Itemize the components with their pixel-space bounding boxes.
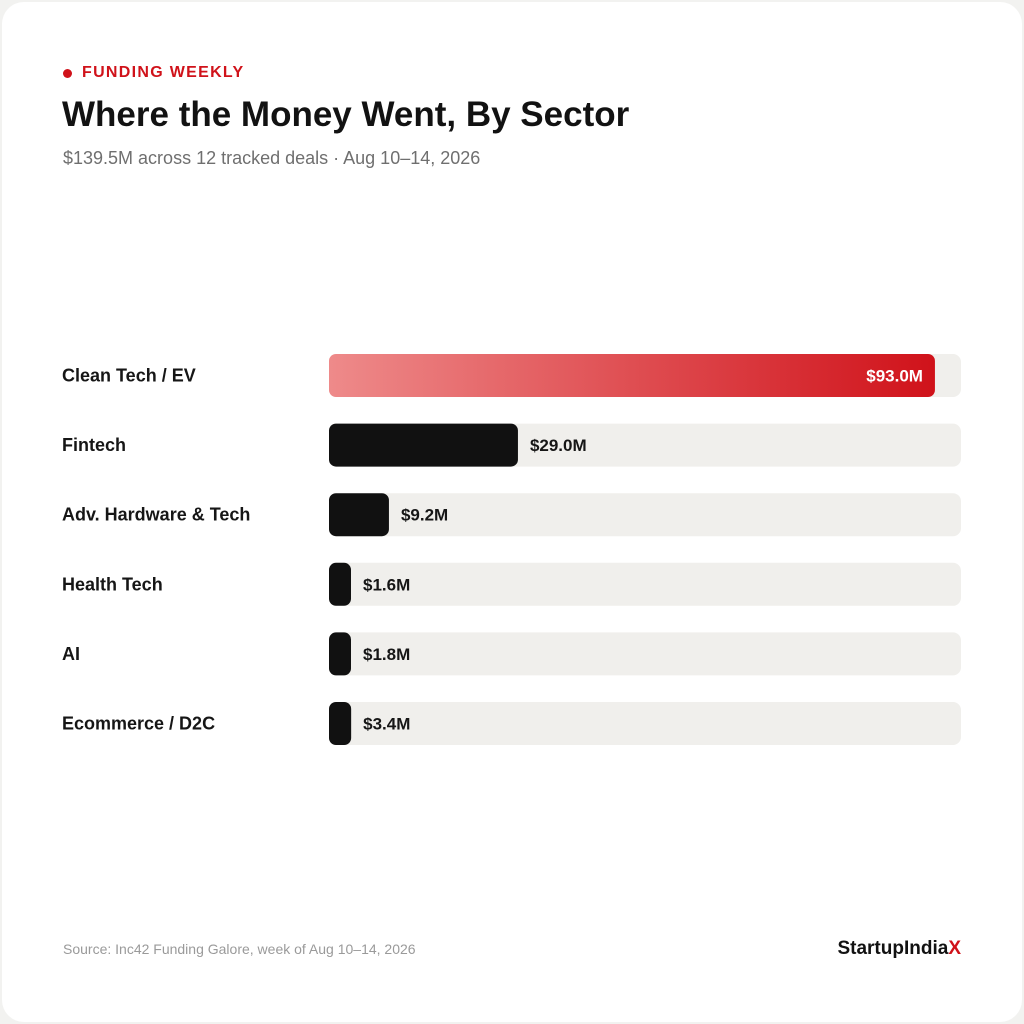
bar-row: Clean Tech / EV $93.0M bbox=[62, 354, 961, 397]
bar-row: Health Tech $1.6M bbox=[62, 562, 961, 606]
brand-name: StartupIndia bbox=[837, 938, 949, 959]
bar-row: Ecommerce / D2C $3.4M bbox=[62, 702, 961, 745]
bar bbox=[329, 632, 351, 676]
bar-row: Fintech $29.0M bbox=[62, 423, 961, 467]
bars-layer: Clean Tech / EV $93.0M Fintech $29.0M Adv. H… bbox=[62, 354, 961, 745]
bar-row: AI $1.8M bbox=[62, 632, 961, 676]
value-label: $1.6M bbox=[363, 575, 410, 594]
bar-track bbox=[329, 493, 961, 537]
category-label: Clean Tech / EV bbox=[62, 366, 196, 386]
value-label: $3.4M bbox=[363, 715, 410, 734]
bar bbox=[329, 423, 518, 467]
category-label: Adv. Hardware & Tech bbox=[62, 505, 250, 525]
chart-title: Where the Money Went, By Sector bbox=[62, 95, 630, 134]
bar-track bbox=[329, 632, 961, 676]
bar-track bbox=[329, 562, 961, 606]
eyebrow: FUNDING WEEKLY bbox=[63, 63, 245, 83]
bar bbox=[329, 493, 389, 537]
bar-row: Adv. Hardware & Tech $9.2M bbox=[62, 493, 961, 537]
value-label: $1.8M bbox=[363, 645, 410, 664]
bar bbox=[329, 702, 352, 745]
chart-subtitle: $139.5M across 12 tracked deals · Aug 10… bbox=[63, 148, 481, 168]
brand-logo: StartupIndiaX bbox=[837, 938, 961, 960]
category-label: Ecommerce / D2C bbox=[62, 714, 215, 734]
category-label: Health Tech bbox=[62, 574, 163, 594]
brand-accent: X bbox=[948, 938, 961, 959]
bar-track bbox=[329, 702, 961, 745]
bar bbox=[329, 354, 935, 397]
bar bbox=[329, 562, 351, 606]
eyebrow-dot-icon bbox=[63, 68, 72, 78]
eyebrow-label: FUNDING WEEKLY bbox=[82, 64, 245, 81]
value-label: $93.0M bbox=[866, 367, 923, 386]
value-label: $9.2M bbox=[401, 506, 448, 525]
value-label: $29.0M bbox=[530, 436, 587, 455]
category-label: Fintech bbox=[62, 435, 126, 455]
source-note: Source: Inc42 Funding Galore, week of Au… bbox=[63, 941, 416, 957]
category-label: AI bbox=[62, 644, 80, 664]
